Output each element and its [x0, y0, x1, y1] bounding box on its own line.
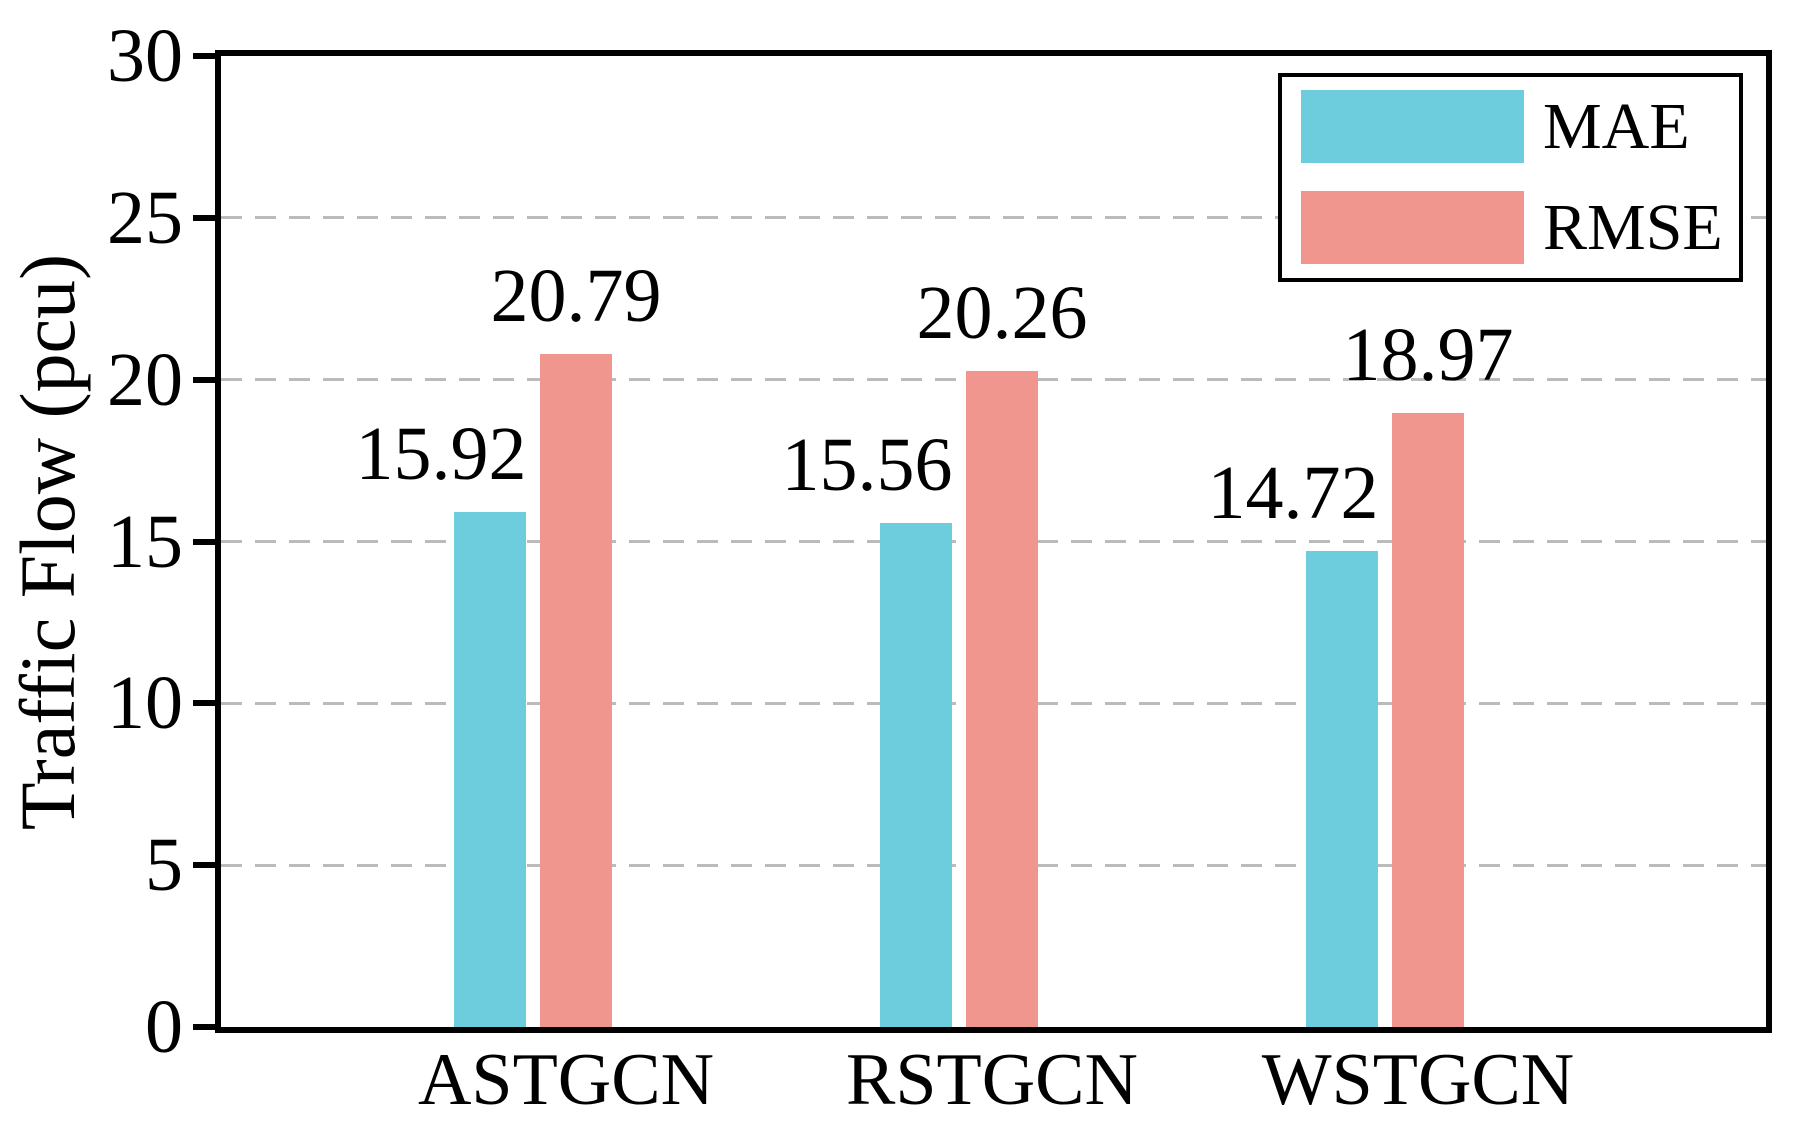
- y-tick-label: 25: [107, 175, 183, 260]
- y-tick-mark: [193, 376, 215, 383]
- legend-label-rmse: RMSE: [1543, 191, 1723, 264]
- bar-value-label: 15.92: [355, 411, 527, 496]
- y-tick-label: 30: [107, 14, 183, 98]
- y-tick-mark: [193, 214, 215, 221]
- legend-swatch-mae-icon: [1301, 90, 1524, 163]
- x-category-label-wstgcn: WSTGCN: [1261, 1039, 1575, 1121]
- bar-value-label: 18.97: [1342, 313, 1514, 398]
- bar-mae-wstgcn: [1306, 550, 1378, 1027]
- y-tick-label: 15: [107, 499, 183, 584]
- y-tick-mark: [193, 700, 215, 707]
- legend-label-mae: MAE: [1543, 90, 1690, 163]
- y-tick-mark: [193, 538, 215, 545]
- legend-row-rmse: RMSE: [1301, 191, 1723, 264]
- bar-rmse-wstgcn: [1392, 413, 1464, 1027]
- y-tick-label: 0: [145, 985, 183, 1069]
- bar-rmse-astgcn: [540, 354, 612, 1027]
- bar-value-label: 15.56: [781, 423, 953, 508]
- plot-inner: 15.92 20.79 15.56 20.26 14.72 18.97: [221, 56, 1766, 1027]
- legend: MAE RMSE: [1278, 73, 1743, 282]
- y-tick-label: 5: [145, 823, 183, 908]
- x-category-label-rstgcn: RSTGCN: [846, 1039, 1138, 1121]
- bar-value-label: 20.79: [490, 254, 662, 339]
- y-tick-mark: [193, 862, 215, 869]
- legend-swatch-rmse-icon: [1301, 191, 1524, 264]
- y-tick-label: 10: [107, 661, 183, 746]
- x-category-label-astgcn: ASTGCN: [417, 1039, 715, 1121]
- bar-value-label: 14.72: [1207, 450, 1379, 535]
- bar-mae-rstgcn: [880, 523, 952, 1027]
- y-tick-mark: [193, 53, 215, 59]
- bar-value-label: 20.26: [916, 271, 1088, 356]
- bar-rmse-rstgcn: [966, 371, 1038, 1027]
- y-tick-mark: [193, 1024, 215, 1030]
- y-tick-label: 20: [107, 337, 183, 422]
- bar-mae-astgcn: [454, 511, 526, 1027]
- legend-row-mae: MAE: [1301, 90, 1690, 163]
- grid-line: [221, 216, 1766, 220]
